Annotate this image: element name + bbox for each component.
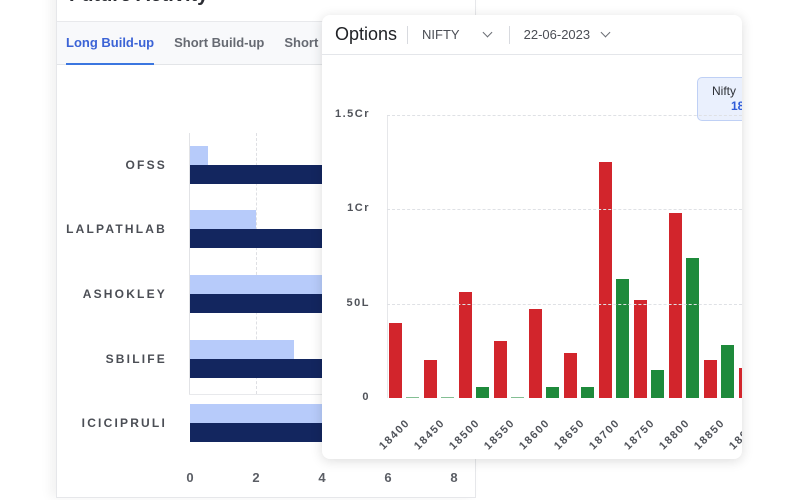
call-bar[interactable]	[389, 322, 402, 398]
call-bar[interactable]	[494, 341, 507, 398]
call-bar[interactable]	[739, 367, 742, 398]
options-card: Options NIFTY 22-06-2023 Nifty 18 0 50L 1C…	[322, 15, 742, 459]
call-bar[interactable]	[669, 213, 682, 398]
x-tick-label: 4	[318, 470, 326, 485]
divider	[508, 25, 510, 44]
bar-dark[interactable]	[190, 229, 322, 248]
tab-short-build-up[interactable]: Short Build-up	[174, 35, 265, 50]
category-label: ASHOKLEY	[82, 287, 167, 301]
put-bar[interactable]	[616, 279, 629, 398]
call-bar[interactable]	[564, 352, 577, 398]
category-label: SBILIFE	[105, 352, 167, 366]
x-tick-label: 8	[450, 470, 458, 485]
put-bar[interactable]	[476, 386, 489, 398]
y-tick-label: 50L	[346, 296, 370, 309]
category-label: LALPATHLAB	[66, 222, 167, 236]
put-bar[interactable]	[721, 345, 734, 398]
put-bar[interactable]	[511, 397, 524, 398]
put-bar[interactable]	[546, 386, 559, 398]
put-bar[interactable]	[406, 397, 419, 398]
category-label: OFSS	[125, 158, 167, 172]
badge-value: 18	[731, 99, 742, 113]
x-tick-label: 6	[384, 470, 392, 485]
put-bar[interactable]	[581, 386, 594, 398]
options-bars	[388, 115, 742, 398]
y-axis-line	[387, 115, 388, 398]
options-title: Options	[335, 24, 398, 44]
grid-line	[387, 303, 742, 305]
options-header: Options NIFTY 22-06-2023	[322, 15, 742, 55]
future-activity-chart: OFSS LALPATHLAB ASHOKLEY SBILIFE ICICIPRULI 0…	[57, 0, 475, 497]
bar-dark[interactable]	[190, 359, 322, 378]
symbol-dropdown[interactable]: NIFTY	[422, 27, 493, 42]
symbol-value: NIFTY	[422, 27, 460, 42]
call-bar[interactable]	[599, 162, 612, 398]
grid-line	[387, 115, 742, 116]
bar-dark[interactable]	[190, 165, 322, 184]
call-bar[interactable]	[424, 360, 437, 398]
expiry-value: 22-06-2023	[523, 27, 591, 42]
y-axis-line	[189, 133, 190, 394]
chevron-down-icon	[600, 27, 611, 38]
call-bar[interactable]	[459, 292, 472, 398]
grid-line	[387, 209, 742, 211]
put-bar[interactable]	[686, 258, 699, 398]
bar-dark[interactable]	[190, 423, 322, 442]
bar-light[interactable]	[190, 275, 322, 294]
bar-light[interactable]	[190, 404, 322, 423]
y-tick-label: 0	[362, 391, 370, 403]
x-tick-label: 2	[252, 470, 260, 485]
badge-title: Nifty	[712, 84, 736, 98]
divider	[407, 25, 409, 44]
put-bar[interactable]	[651, 369, 664, 398]
future-activity-title: Future Activity	[69, 0, 208, 7]
bar-light[interactable]	[190, 340, 294, 359]
call-bar[interactable]	[634, 299, 647, 398]
put-bar[interactable]	[441, 397, 454, 398]
grid-line	[256, 133, 257, 394]
tab-long-build-up[interactable]: Long Build-up	[66, 21, 155, 65]
y-tick-label: 1.5Cr	[334, 108, 370, 120]
bar-light[interactable]	[190, 146, 209, 165]
call-bar[interactable]	[704, 360, 717, 398]
expiry-dropdown[interactable]: 22-06-2023	[523, 27, 611, 42]
call-bar[interactable]	[529, 309, 542, 398]
spot-price-badge: Nifty 18	[697, 77, 742, 121]
category-label: ICICIPRULI	[81, 416, 167, 430]
bar-dark[interactable]	[190, 294, 322, 313]
bar-light[interactable]	[190, 210, 256, 229]
y-tick-label: 1Cr	[347, 202, 370, 215]
chevron-down-icon	[482, 27, 493, 38]
x-tick-label: 0	[186, 470, 194, 485]
